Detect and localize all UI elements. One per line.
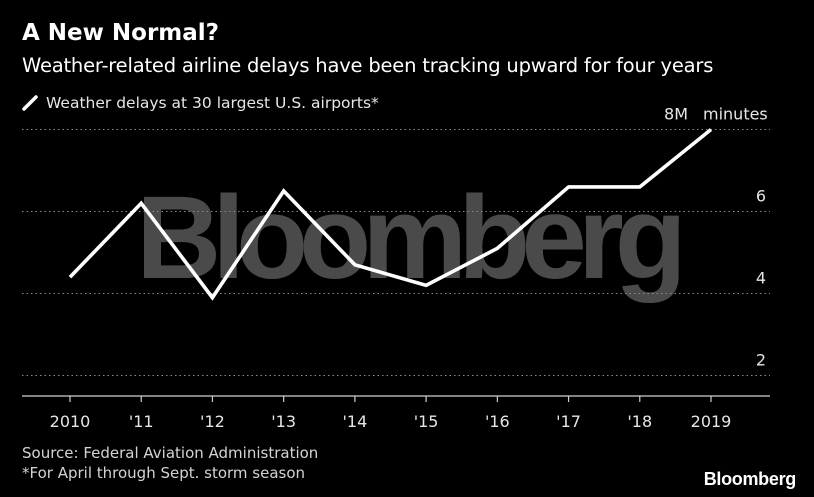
y-tick-label: 8M	[664, 105, 688, 124]
legend-label: Weather delays at 30 largest U.S. airpor…	[46, 94, 379, 112]
x-tick-label: '18	[627, 412, 652, 431]
y-unit-label: minutes	[703, 105, 768, 124]
footnote: *For April through Sept. storm season	[22, 464, 306, 482]
tick-labels: 2 4 6 8M minutes 2010 '11 '12 '13 '14 '15 '16 '17 '18…	[50, 105, 768, 432]
x-tick-label: '14	[343, 412, 368, 431]
source-note: Source: Federal Aviation Administration	[22, 444, 319, 462]
series-group	[68, 128, 713, 301]
y-tick-label: 2	[756, 351, 766, 370]
series-line	[68, 128, 713, 301]
bloomberg-logo: Bloomberg	[703, 469, 797, 489]
legend-line-icon	[22, 95, 38, 111]
x-tick-label: '15	[414, 412, 439, 431]
x-tick-label: 2010	[50, 412, 91, 431]
grid-lines	[22, 129, 770, 376]
x-tick-label: '12	[200, 412, 225, 431]
chart-title: A New Normal?	[22, 20, 220, 46]
y-tick-label: 6	[756, 187, 766, 206]
x-tick-label: '16	[485, 412, 510, 431]
x-tick-label: '11	[129, 412, 154, 431]
x-tick-label: '17	[556, 412, 581, 431]
x-tick-label: '13	[271, 412, 296, 431]
x-axis	[22, 395, 770, 402]
y-tick-label: 4	[756, 269, 766, 288]
x-tick-label: 2019	[691, 412, 732, 431]
legend: Weather delays at 30 largest U.S. airpor…	[22, 94, 379, 112]
chart-subtitle: Weather-related airline delays have been…	[22, 54, 714, 77]
